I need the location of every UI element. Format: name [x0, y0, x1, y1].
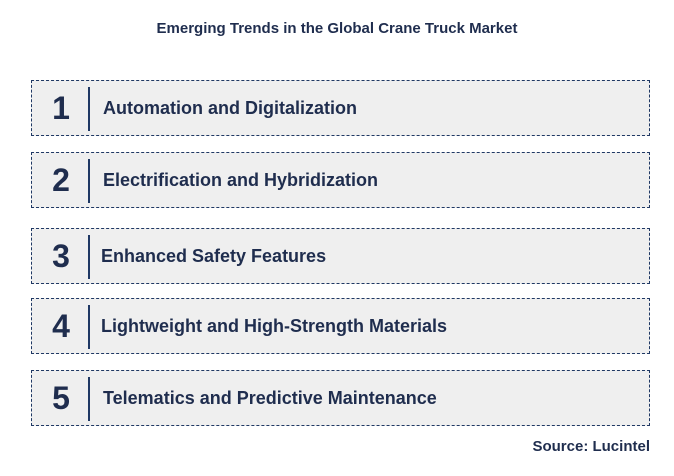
trend-divider [88, 87, 90, 131]
trend-number: 4 [52, 308, 70, 344]
trend-number: 5 [52, 380, 70, 416]
trend-item-4: 4 Lightweight and High-Strength Material… [31, 298, 650, 354]
trend-item-1: 1 Automation and Digitalization [31, 80, 650, 136]
trend-divider [88, 377, 90, 421]
trend-item-5: 5 Telematics and Predictive Maintenance [31, 370, 650, 426]
trend-divider [88, 159, 90, 203]
trend-number: 2 [52, 162, 70, 198]
trend-label: Enhanced Safety Features [101, 246, 327, 266]
source-note: Source: Lucintel [532, 438, 650, 455]
trend-divider [88, 235, 90, 279]
page-title: Emerging Trends in the Global Crane Truc… [156, 20, 518, 37]
trend-divider [88, 305, 90, 349]
trend-label: Automation and Digitalization [103, 98, 357, 118]
trend-label: Lightweight and High-Strength Materials [101, 316, 447, 336]
trend-item-3: 3 Enhanced Safety Features [31, 228, 650, 284]
trend-number: 1 [52, 90, 70, 126]
trend-label: Electrification and Hybridization [103, 170, 379, 190]
trend-number: 3 [52, 238, 70, 274]
trend-label: Telematics and Predictive Maintenance [103, 388, 437, 408]
trend-item-2: 2 Electrification and Hybridization [31, 152, 650, 208]
